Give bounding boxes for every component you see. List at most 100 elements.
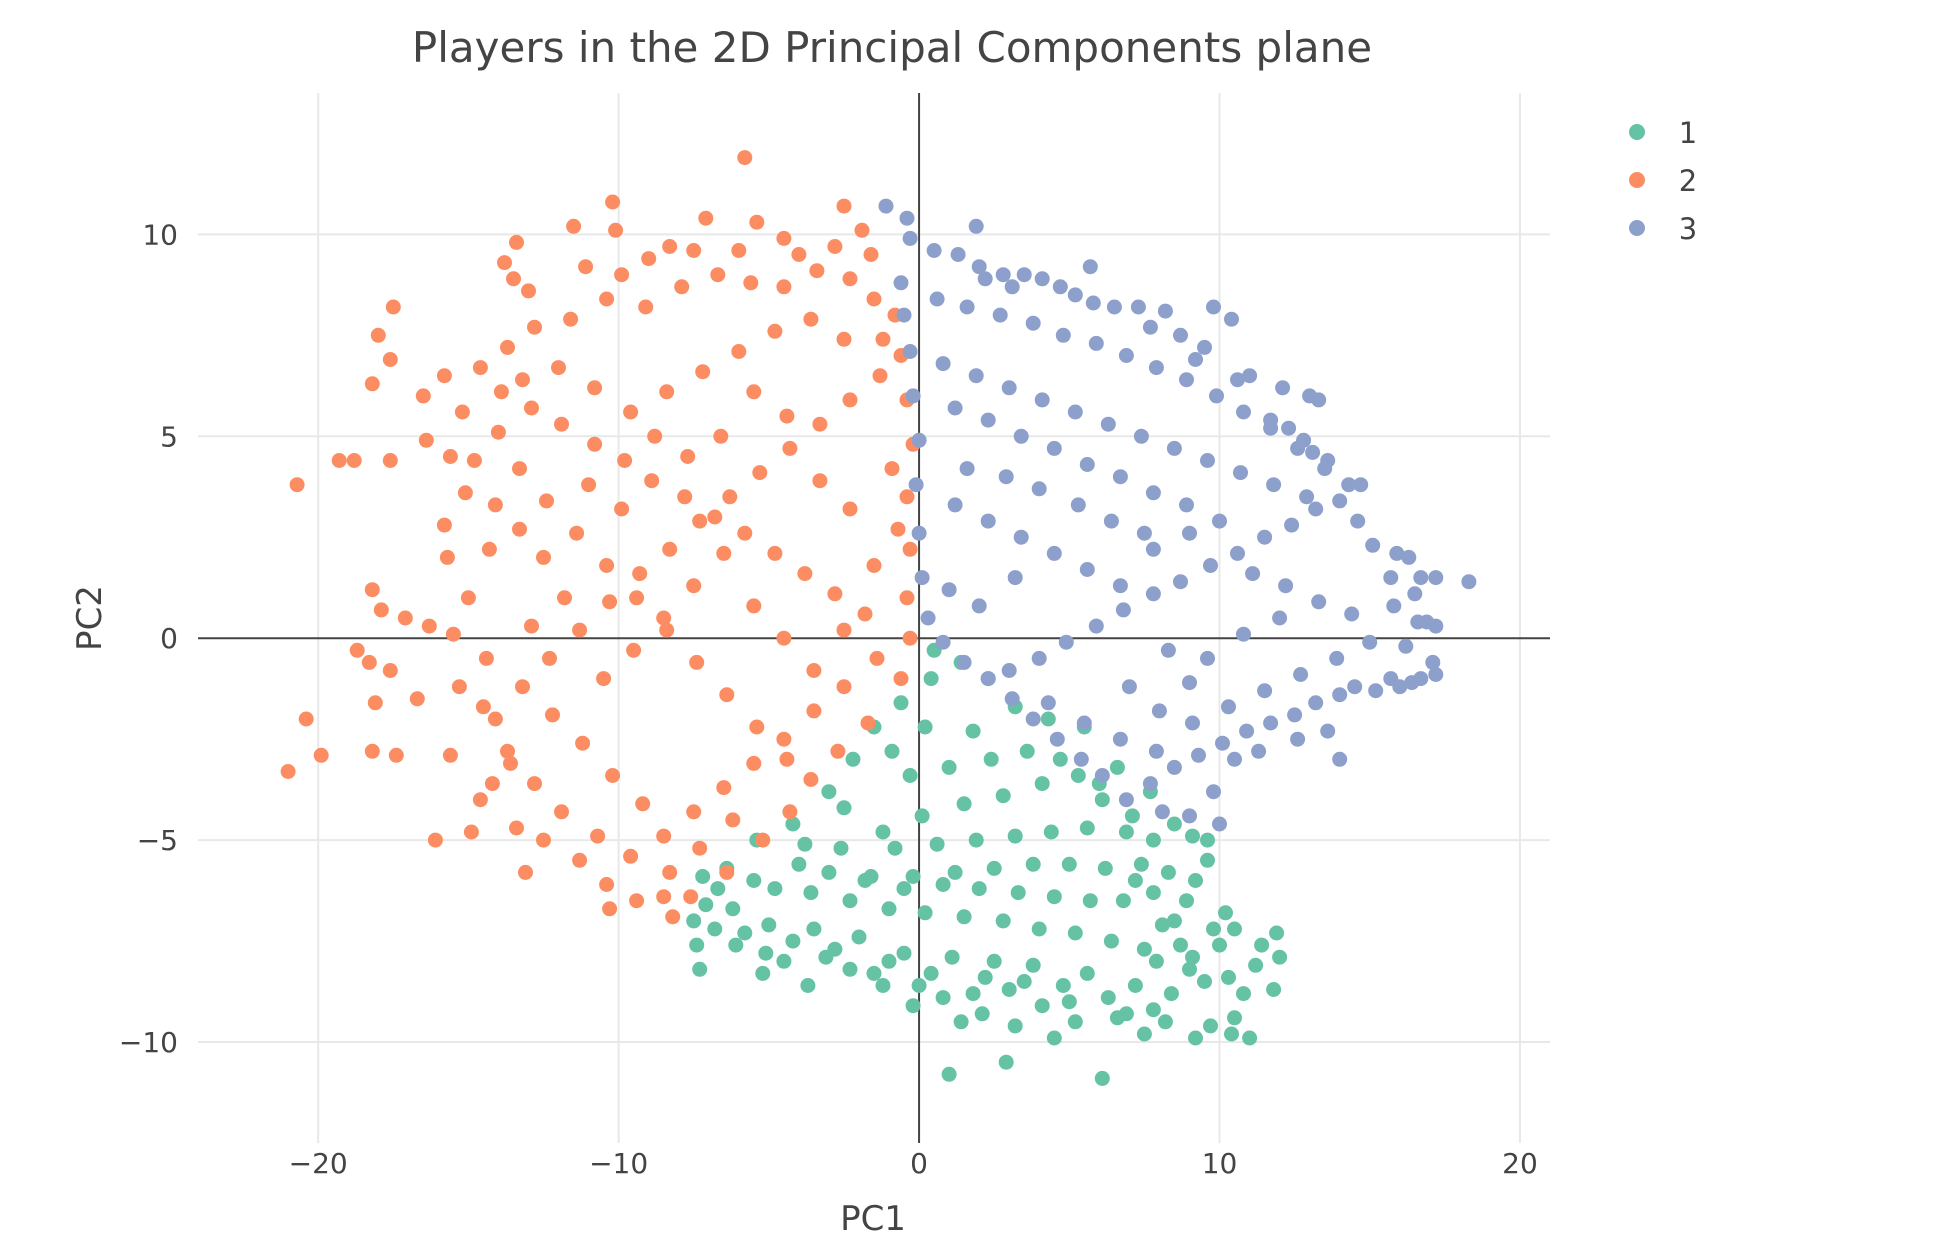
data-point bbox=[785, 933, 801, 949]
data-point bbox=[1404, 675, 1420, 691]
series-1-points bbox=[686, 642, 1288, 1086]
data-point bbox=[677, 489, 693, 505]
data-point bbox=[1070, 497, 1086, 513]
data-point bbox=[782, 804, 798, 820]
data-point bbox=[487, 711, 503, 727]
data-point bbox=[1157, 303, 1173, 319]
legend-label: 2 bbox=[1679, 164, 1697, 198]
data-point bbox=[1407, 586, 1423, 602]
data-point bbox=[1013, 428, 1029, 444]
data-point bbox=[1121, 679, 1137, 695]
legend-item[interactable]: 1 bbox=[1629, 116, 1697, 150]
data-point bbox=[539, 493, 554, 509]
data-point bbox=[602, 901, 618, 917]
data-point bbox=[896, 881, 912, 897]
data-point bbox=[860, 715, 876, 731]
data-point bbox=[557, 590, 572, 606]
data-point bbox=[605, 194, 621, 210]
data-point bbox=[1106, 299, 1122, 315]
data-point bbox=[623, 404, 639, 420]
x-tick-label: 10 bbox=[1202, 1147, 1238, 1180]
data-point bbox=[866, 558, 882, 573]
data-point bbox=[968, 832, 984, 848]
data-point bbox=[1185, 715, 1200, 731]
data-point bbox=[842, 893, 858, 909]
data-point bbox=[361, 654, 377, 670]
data-point bbox=[731, 243, 747, 258]
data-point bbox=[1224, 1026, 1239, 1042]
data-point bbox=[1067, 404, 1083, 420]
data-point bbox=[842, 961, 858, 977]
data-point bbox=[1227, 1010, 1242, 1026]
data-point bbox=[490, 424, 506, 440]
data-point bbox=[914, 570, 930, 586]
data-point bbox=[1269, 925, 1285, 941]
data-point bbox=[1025, 957, 1041, 973]
data-point bbox=[641, 251, 657, 267]
data-point bbox=[1130, 299, 1146, 315]
data-point bbox=[656, 828, 672, 844]
data-point bbox=[545, 707, 560, 723]
data-point bbox=[737, 150, 753, 166]
data-point bbox=[902, 344, 918, 359]
data-point bbox=[1227, 921, 1242, 937]
data-point bbox=[896, 945, 912, 961]
data-point bbox=[569, 525, 585, 541]
data-point bbox=[1311, 594, 1327, 610]
data-point bbox=[1088, 618, 1104, 634]
data-point bbox=[896, 307, 912, 323]
data-point bbox=[418, 432, 434, 448]
data-point bbox=[995, 267, 1011, 283]
data-point bbox=[623, 848, 639, 864]
data-point bbox=[1227, 751, 1242, 767]
data-point bbox=[521, 283, 536, 299]
data-point bbox=[509, 820, 524, 836]
data-point bbox=[866, 965, 882, 981]
data-point bbox=[935, 990, 951, 1006]
data-point bbox=[1398, 638, 1414, 654]
data-point bbox=[382, 352, 398, 367]
data-point bbox=[779, 751, 795, 767]
data-point bbox=[743, 275, 759, 291]
data-point bbox=[599, 877, 615, 892]
data-point bbox=[1347, 679, 1363, 695]
data-point bbox=[1182, 808, 1197, 824]
legend-item[interactable]: 2 bbox=[1629, 164, 1697, 198]
data-point bbox=[599, 291, 615, 307]
data-point bbox=[466, 453, 482, 468]
data-point bbox=[665, 909, 681, 925]
data-point bbox=[1203, 558, 1218, 573]
data-point bbox=[917, 719, 933, 735]
data-point bbox=[382, 663, 398, 678]
data-point bbox=[902, 541, 918, 557]
y-axis-title: PC2 bbox=[70, 585, 110, 651]
data-point bbox=[935, 634, 951, 650]
data-point bbox=[1299, 489, 1315, 505]
data-point bbox=[995, 788, 1011, 804]
data-point bbox=[656, 889, 672, 905]
data-point bbox=[1173, 937, 1188, 953]
data-point bbox=[968, 368, 984, 384]
data-point bbox=[836, 679, 852, 695]
data-point bbox=[980, 412, 996, 428]
data-point bbox=[1236, 626, 1251, 642]
data-point bbox=[752, 465, 768, 481]
data-point bbox=[1115, 893, 1131, 909]
data-point bbox=[617, 453, 633, 468]
data-point bbox=[1148, 743, 1164, 759]
legend-item[interactable]: 3 bbox=[1629, 212, 1697, 246]
data-point bbox=[1094, 768, 1110, 783]
data-point bbox=[845, 751, 861, 767]
data-point bbox=[1200, 852, 1215, 868]
data-point bbox=[436, 517, 452, 533]
data-point bbox=[965, 986, 981, 1002]
data-point bbox=[512, 521, 527, 537]
data-point bbox=[731, 344, 747, 359]
x-tick-labels: −20 −10 0 10 20 bbox=[289, 1147, 1538, 1180]
data-point bbox=[893, 695, 909, 711]
data-point bbox=[1154, 804, 1170, 820]
data-point bbox=[1272, 949, 1288, 965]
data-point bbox=[367, 695, 383, 711]
data-point bbox=[1206, 921, 1221, 937]
data-point bbox=[1073, 751, 1089, 767]
